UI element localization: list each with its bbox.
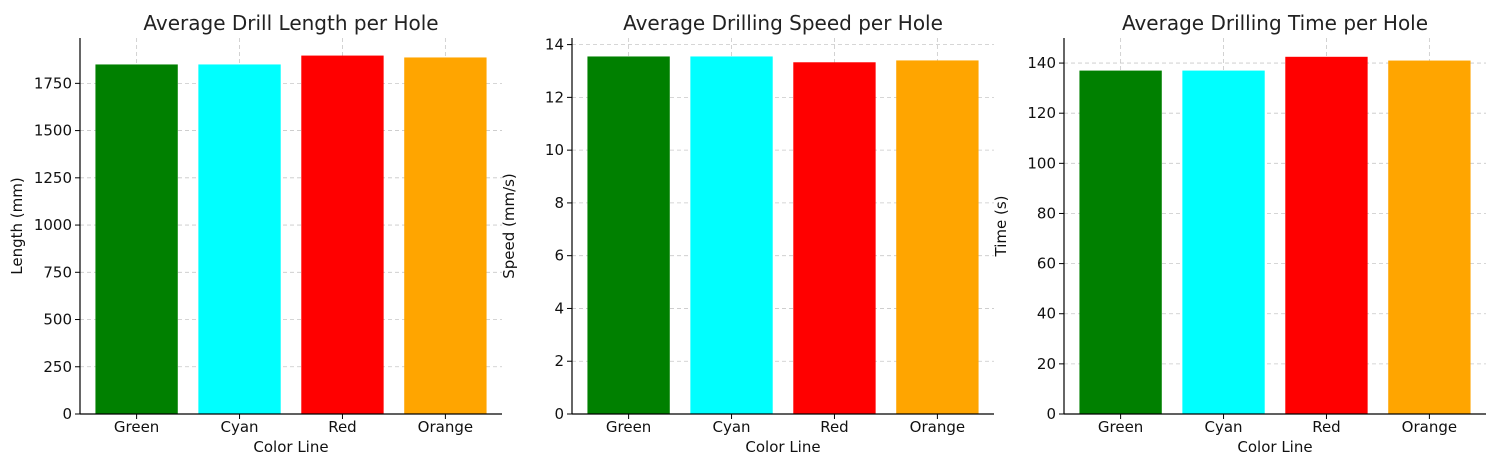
y-tick-label: 4 [554, 299, 564, 317]
bar-cyan [690, 56, 773, 414]
bar-orange [896, 60, 979, 414]
y-tick-label: 40 [1037, 305, 1056, 323]
y-tick-label: 6 [554, 247, 564, 265]
y-axis-label: Time (s) [992, 196, 1010, 258]
y-tick-label: 1500 [34, 122, 72, 140]
y-tick-label: 750 [43, 263, 72, 281]
x-tick-label: Cyan [221, 418, 259, 436]
y-tick-label: 1000 [34, 216, 72, 234]
y-tick-label: 140 [1027, 54, 1056, 72]
chart-panel-3: 0 20 40 60 80 100 120 140 Green Cyan Red Orange Aver… [992, 11, 1486, 456]
bar-red [793, 62, 876, 415]
y-tick-label: 120 [1027, 104, 1056, 122]
y-tick-label: 0 [1046, 405, 1056, 423]
y-tick-label: 100 [1027, 154, 1056, 172]
x-tick-label: Red [328, 418, 357, 436]
y-tick-label: 0 [62, 405, 72, 423]
y-tick-label: 1750 [34, 74, 72, 92]
x-tick-label: Green [606, 418, 651, 436]
bar-green [95, 64, 178, 414]
chart-title: Average Drill Length per Hole [143, 11, 438, 35]
x-tick-label: Orange [1402, 418, 1457, 436]
y-tick-label: 10 [545, 141, 564, 159]
bar-red [301, 55, 384, 414]
y-tick-label: 80 [1037, 204, 1056, 222]
x-tick-label: Green [1098, 418, 1143, 436]
x-tick-label: Orange [910, 418, 965, 436]
x-tick-label: Red [820, 418, 849, 436]
chart-panel-1: 0 250 500 750 1000 1250 1500 1750 Green Cyan Red Or… [8, 11, 502, 456]
chart-title: Average Drilling Speed per Hole [623, 11, 943, 35]
x-axis-label: Color Line [253, 438, 328, 456]
bar-cyan [1182, 70, 1265, 414]
x-tick-label: Orange [418, 418, 473, 436]
y-axis-label: Length (mm) [8, 177, 26, 274]
y-tick-label: 8 [554, 194, 564, 212]
x-tick-label: Cyan [713, 418, 751, 436]
y-tick-label: 1250 [34, 169, 72, 187]
chart-panel-2: 0 2 4 6 8 10 12 14 Green Cyan Red Orange Average Dri… [500, 11, 994, 456]
chart-title: Average Drilling Time per Hole [1122, 11, 1428, 35]
y-tick-label: 250 [43, 358, 72, 376]
y-tick-label: 0 [554, 405, 564, 423]
bar-orange [404, 57, 487, 415]
bar-green [1079, 70, 1162, 414]
bar-orange [1388, 60, 1471, 415]
y-tick-label: 2 [554, 352, 564, 370]
y-tick-label: 14 [545, 36, 564, 54]
bar-cyan [198, 64, 281, 414]
y-tick-label: 500 [43, 311, 72, 329]
x-tick-label: Cyan [1205, 418, 1243, 436]
x-axis-label: Color Line [1237, 438, 1312, 456]
x-axis-label: Color Line [745, 438, 820, 456]
y-tick-label: 20 [1037, 355, 1056, 373]
x-tick-label: Red [1312, 418, 1341, 436]
bar-red [1285, 56, 1368, 415]
x-tick-label: Green [114, 418, 159, 436]
y-tick-label: 60 [1037, 255, 1056, 273]
bar-green [587, 56, 670, 414]
y-tick-label: 12 [545, 88, 564, 106]
y-axis-label: Speed (mm/s) [500, 173, 518, 279]
